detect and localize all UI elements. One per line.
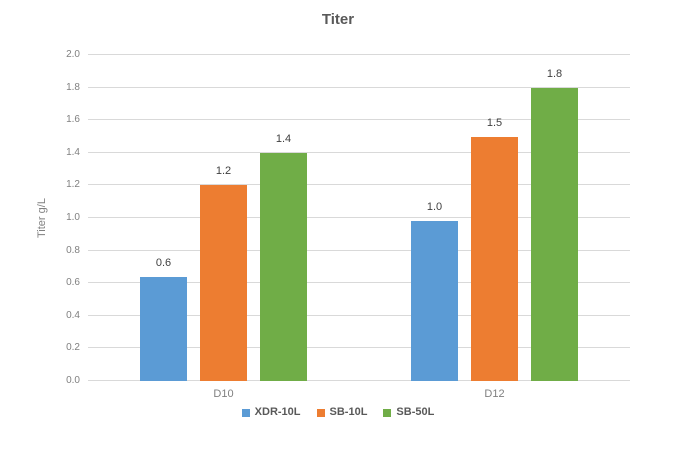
y-tick-label: 1.4 xyxy=(66,146,80,158)
legend-item-xdr-10l: XDR-10L xyxy=(241,406,301,418)
legend-swatch-icon xyxy=(316,408,325,417)
y-tick-label: 1.2 xyxy=(66,179,80,191)
gridline xyxy=(88,119,630,121)
legend-label: SB-50L xyxy=(396,406,435,418)
y-tick-label: 0.0 xyxy=(66,375,80,386)
y-tick-label: 1.8 xyxy=(66,81,80,93)
bar-slot-xdr-10l: 1.0 xyxy=(411,55,458,381)
bar-sb-10l-d10 xyxy=(200,185,247,381)
bar-sb-50l-d10 xyxy=(260,152,307,381)
bar-xdr-10l-d10 xyxy=(140,276,187,381)
y-tick-label: 1.0 xyxy=(66,212,80,223)
legend-swatch-icon xyxy=(383,408,392,417)
bar-slot-xdr-10l: 0.6 xyxy=(140,55,187,381)
bar-xdr-10l-d12 xyxy=(411,221,458,381)
legend-label: SB-10L xyxy=(329,406,368,418)
plot-area: Titer g/L 0.0 0.2 0.4 0.6 0.8 1.0 1.2 1.4 1.6 1.8… xyxy=(36,50,630,386)
bar-slot-sb-10l: 1.2 xyxy=(200,55,247,381)
y-tick-label: 0.4 xyxy=(66,309,80,321)
data-label: 1.8 xyxy=(546,67,563,80)
bar-slot-sb-50l: 1.4 xyxy=(260,55,307,381)
gridline xyxy=(88,282,630,284)
bar-group-d12: 1.0 1.5 1.8 xyxy=(359,55,630,381)
gridline xyxy=(88,380,630,381)
gridline xyxy=(88,249,630,251)
chart-title: Titer xyxy=(321,11,355,28)
legend: XDR-10L SB-10L SB-50L xyxy=(0,407,676,418)
data-label: 1.4 xyxy=(275,132,292,145)
legend-swatch-icon xyxy=(241,408,250,417)
gridline xyxy=(88,347,630,349)
y-tick-label: 0.6 xyxy=(66,277,80,289)
bar-sb-10l-d12 xyxy=(471,136,518,381)
gridline xyxy=(88,184,630,186)
y-tick-label: 0.8 xyxy=(66,244,80,256)
x-axis-labels: D10 D12 xyxy=(88,388,630,400)
gridline xyxy=(88,314,630,316)
legend-item-sb-50l: SB-50L xyxy=(383,407,434,418)
bar-group-d10: 0.6 1.2 1.4 xyxy=(88,55,359,381)
legend-item-sb-10l: SB-10L xyxy=(316,406,368,418)
data-label: 1.5 xyxy=(486,116,503,129)
x-category-label-d10: D10 xyxy=(213,388,234,400)
gridline xyxy=(88,86,630,88)
gridline xyxy=(88,54,630,55)
bar-slot-sb-50l: 1.8 xyxy=(531,55,578,381)
bar-sb-50l-d12 xyxy=(531,87,578,381)
data-label: 0.6 xyxy=(155,256,172,269)
x-category-label-d12: D12 xyxy=(484,388,505,400)
y-tick-label: 0.2 xyxy=(66,342,80,354)
y-tick-label: 1.6 xyxy=(66,114,80,126)
bar-slot-sb-10l: 1.5 xyxy=(471,55,518,381)
y-tick-label: 2.0 xyxy=(66,49,80,60)
data-label: 1.0 xyxy=(426,201,443,214)
data-label: 1.2 xyxy=(215,165,232,178)
gridline xyxy=(88,151,630,153)
gridline xyxy=(88,217,630,218)
legend-label: XDR-10L xyxy=(254,406,301,418)
